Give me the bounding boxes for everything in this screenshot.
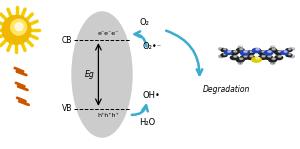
Ellipse shape [286,54,292,57]
Ellipse shape [11,19,27,35]
Ellipse shape [250,55,253,57]
Ellipse shape [225,51,232,54]
Ellipse shape [241,55,248,59]
Ellipse shape [268,51,271,52]
Ellipse shape [250,51,253,52]
Ellipse shape [234,51,237,52]
Ellipse shape [241,51,248,55]
Ellipse shape [271,62,275,64]
Ellipse shape [15,23,23,31]
Ellipse shape [221,54,227,57]
Text: e⁻e⁻e⁻: e⁻e⁻e⁻ [97,31,119,36]
Ellipse shape [286,49,292,52]
Ellipse shape [272,48,275,50]
Ellipse shape [244,55,247,57]
Ellipse shape [290,48,294,50]
Text: Eg: Eg [85,70,94,79]
Text: h⁺h⁺h⁺: h⁺h⁺h⁺ [97,113,119,118]
Ellipse shape [272,62,274,63]
Ellipse shape [252,57,261,62]
Ellipse shape [236,48,244,52]
Ellipse shape [244,51,247,52]
Ellipse shape [292,48,293,49]
Ellipse shape [240,51,249,55]
Ellipse shape [256,48,259,50]
Ellipse shape [272,46,274,47]
Text: O₂•⁻: O₂•⁻ [142,42,162,51]
Ellipse shape [238,46,242,48]
Text: CB: CB [61,36,72,45]
Ellipse shape [265,51,272,55]
Ellipse shape [219,55,224,58]
Ellipse shape [268,51,271,52]
Ellipse shape [221,49,227,52]
Ellipse shape [221,48,223,49]
Ellipse shape [271,46,275,48]
Ellipse shape [221,55,223,56]
Ellipse shape [252,48,261,53]
Ellipse shape [2,15,31,44]
Ellipse shape [268,55,271,57]
Ellipse shape [290,55,294,58]
Ellipse shape [230,51,238,55]
Ellipse shape [247,55,254,59]
Ellipse shape [240,46,242,47]
Ellipse shape [236,58,244,62]
Ellipse shape [275,51,283,55]
Ellipse shape [219,48,224,50]
Ellipse shape [259,55,266,59]
Ellipse shape [281,51,288,54]
Ellipse shape [238,62,242,64]
Ellipse shape [284,51,287,52]
Ellipse shape [240,48,243,50]
Text: VB: VB [61,104,72,113]
Ellipse shape [224,54,226,55]
Ellipse shape [230,56,238,60]
Ellipse shape [262,51,265,52]
Ellipse shape [247,51,254,55]
Text: Degradation: Degradation [202,85,250,94]
Ellipse shape [72,12,132,137]
Ellipse shape [289,49,291,50]
Ellipse shape [244,51,247,52]
Ellipse shape [265,55,272,59]
Ellipse shape [275,56,283,60]
Ellipse shape [256,57,260,59]
Ellipse shape [292,55,293,56]
Text: OH•: OH• [142,91,160,100]
Ellipse shape [269,48,277,52]
Ellipse shape [262,55,265,57]
Ellipse shape [240,58,243,60]
Ellipse shape [228,51,231,52]
Ellipse shape [234,56,237,57]
Ellipse shape [289,54,291,55]
Ellipse shape [278,51,281,52]
Ellipse shape [224,49,226,50]
Ellipse shape [264,51,273,55]
Ellipse shape [240,62,242,63]
Ellipse shape [269,58,277,62]
Text: O₂: O₂ [140,18,149,27]
Ellipse shape [259,51,266,55]
Ellipse shape [272,58,275,60]
Text: H₂O: H₂O [140,118,156,127]
Ellipse shape [278,56,281,57]
